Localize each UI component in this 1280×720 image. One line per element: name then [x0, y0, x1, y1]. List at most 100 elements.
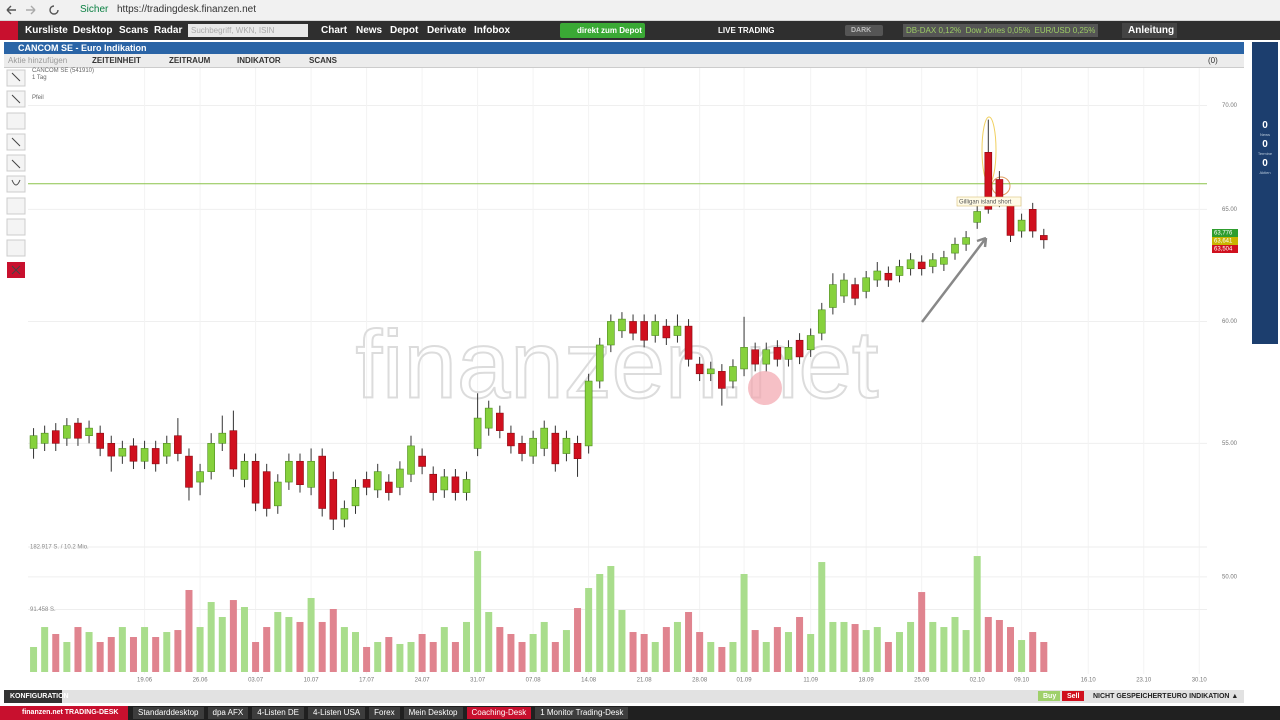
x-tick-label: 26.06	[193, 678, 209, 684]
dark-toggle[interactable]: DARK	[845, 25, 883, 36]
candle-body	[540, 427, 549, 449]
candle-body	[273, 481, 282, 507]
menu-item[interactable]: Derivate	[427, 25, 467, 36]
config-button[interactable]: KONFIGURATION	[4, 690, 69, 703]
volume-bar	[574, 608, 582, 672]
candle-body	[329, 479, 338, 520]
volume-bar	[851, 624, 859, 672]
logo[interactable]	[0, 21, 18, 40]
task-tab[interactable]: 4-Listen USA	[307, 707, 366, 719]
candle-body	[773, 347, 782, 360]
security: Sicher	[80, 4, 109, 15]
volume-bar	[529, 634, 537, 672]
price-label-box	[1212, 237, 1238, 245]
toolbar-item[interactable]: ZEITEINHEIT	[92, 56, 141, 65]
task-tab[interactable]: Mein Desktop	[403, 707, 463, 719]
task-tab[interactable]: 1 Monitor Trading-Desk	[535, 707, 629, 719]
x-tick-label: 03.07	[248, 678, 264, 684]
add-stock[interactable]: Aktie hinzufügen	[8, 56, 68, 65]
task-tab[interactable]: Coaching-Desk	[466, 707, 532, 719]
x-tick-label: 23.10	[1136, 678, 1152, 684]
volume-bar	[518, 642, 526, 672]
ticker-text: DB-DAX 0,12% Dow Jones 0,05% EUR/USD 0,2…	[906, 26, 1096, 35]
volume-bar	[63, 642, 71, 672]
price-label-box	[1212, 245, 1238, 253]
volume-bar	[829, 621, 837, 672]
y-tick-label: 70.00	[1222, 103, 1238, 109]
nav-item[interactable]: Scans	[119, 25, 149, 36]
counter-value: 0	[1262, 158, 1268, 169]
candle-body	[895, 266, 904, 276]
volume-bar	[984, 616, 992, 672]
candle-body	[762, 349, 771, 365]
status-bar: KONFIGURATION Buy Sell NICHT GESPEICHERT…	[4, 690, 1244, 703]
task-tab[interactable]: 4-Listen DE	[252, 707, 304, 719]
live-trading[interactable]: LIVE TRADING	[718, 26, 775, 35]
nav-item[interactable]: Kursliste	[25, 25, 68, 36]
task-tab[interactable]: Forex	[369, 707, 400, 719]
candle-body	[229, 430, 238, 470]
depot-button[interactable]: direkt zum Depot	[560, 23, 645, 38]
menu-item[interactable]: Depot	[390, 25, 419, 36]
volume-bar	[407, 642, 415, 672]
candle-body	[396, 468, 404, 488]
nav-item[interactable]: Desktop	[73, 25, 113, 36]
candle-body	[507, 432, 515, 447]
volume-bar	[540, 621, 548, 672]
buy-button[interactable]: Buy	[1038, 691, 1060, 701]
y-tick-label: 60.00	[1222, 319, 1238, 325]
nav-item[interactable]: Radar	[154, 25, 183, 36]
browser-buttons[interactable]	[4, 3, 64, 17]
search-box[interactable]: Suchbegriff, WKN, ISIN	[188, 24, 308, 37]
candle-body	[740, 347, 748, 370]
menu-item[interactable]: News	[356, 25, 383, 36]
x-tick-label: 28.08	[692, 678, 708, 684]
volume-bar	[929, 621, 937, 672]
candle-body	[551, 432, 560, 465]
y-tick-label: 65.00	[1222, 207, 1238, 213]
volume-bar	[374, 642, 382, 672]
task-tab[interactable]: dpa AFX	[207, 707, 249, 719]
buy-label: Buy	[1043, 693, 1057, 700]
candle-body	[496, 412, 504, 431]
toolbar-item[interactable]: SCANS	[309, 56, 338, 65]
candle-body	[196, 471, 204, 483]
sell-button[interactable]: Sell	[1062, 691, 1084, 701]
volume-bar	[285, 616, 293, 672]
brand[interactable]: finanzen.net TRADING-DESK	[0, 706, 128, 720]
volume-bar	[207, 602, 215, 672]
candle-body	[484, 407, 493, 429]
annotation-box	[956, 196, 1022, 207]
volume-bar	[596, 574, 604, 672]
url[interactable]: https://tradingdesk.finanzen.net	[117, 4, 256, 15]
candle-body	[462, 479, 471, 493]
menu-item[interactable]: Infobox	[474, 25, 511, 36]
toolbar-item[interactable]: INDIKATOR	[237, 56, 281, 65]
volume-bar	[707, 642, 715, 672]
candle-body	[518, 443, 526, 454]
guide-button[interactable]: Anleitung	[1122, 23, 1177, 38]
candle-body	[185, 455, 193, 488]
volume-bar	[607, 566, 615, 672]
candle-body	[962, 237, 970, 245]
x-tick-label: 11.09	[803, 678, 818, 684]
candle-body	[1006, 204, 1015, 236]
candle-body	[1040, 235, 1048, 241]
price-label: 63,641	[1214, 239, 1233, 245]
counter-label: News	[1259, 132, 1270, 137]
volume-bar	[729, 642, 737, 672]
volume-bar	[551, 642, 559, 672]
tool-icons[interactable]	[5, 68, 27, 288]
volume-bar	[662, 627, 670, 672]
task-tab[interactable]: Standarddesktop	[133, 707, 204, 719]
market[interactable]: EURO INDIKATION ▲	[1167, 693, 1239, 700]
volume-bar	[951, 616, 959, 672]
volume-bar	[962, 630, 970, 672]
toolbar-item[interactable]: ZEITRAUM	[169, 56, 211, 65]
menu-item[interactable]: Chart	[321, 25, 348, 36]
volume-bar	[429, 642, 437, 672]
candle-body	[285, 460, 293, 483]
